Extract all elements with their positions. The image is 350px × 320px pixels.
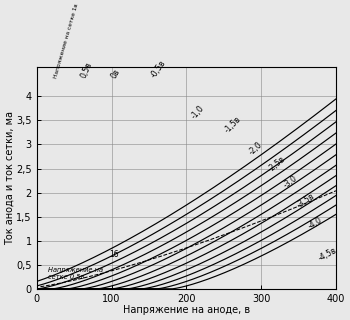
Text: -1,0: -1,0 — [189, 103, 206, 120]
Text: -2,5в: -2,5в — [267, 154, 287, 173]
Text: -0,5в: -0,5в — [149, 59, 168, 79]
Text: Напряжение на сетке 1в: Напряжение на сетке 1в — [53, 4, 79, 79]
Text: -2,0: -2,0 — [247, 140, 265, 156]
Text: 0,5в: 0,5в — [79, 61, 94, 79]
Text: -4,5в: -4,5в — [317, 245, 338, 262]
Text: -3,5в: -3,5в — [295, 191, 316, 210]
Text: -1,5в: -1,5в — [223, 115, 243, 135]
Text: -4,0: -4,0 — [307, 216, 324, 231]
Text: Напряжение на
сетке 0,5в: Напряжение на сетке 0,5в — [48, 267, 103, 280]
X-axis label: Напряжение на аноде, в: Напряжение на аноде, в — [123, 305, 250, 315]
Text: 0в: 0в — [110, 67, 122, 79]
Text: 1б: 1б — [109, 250, 119, 259]
Y-axis label: Ток анода и ток сетки, ма: Ток анода и ток сетки, ма — [5, 111, 15, 245]
Text: -3,0: -3,0 — [282, 174, 299, 190]
